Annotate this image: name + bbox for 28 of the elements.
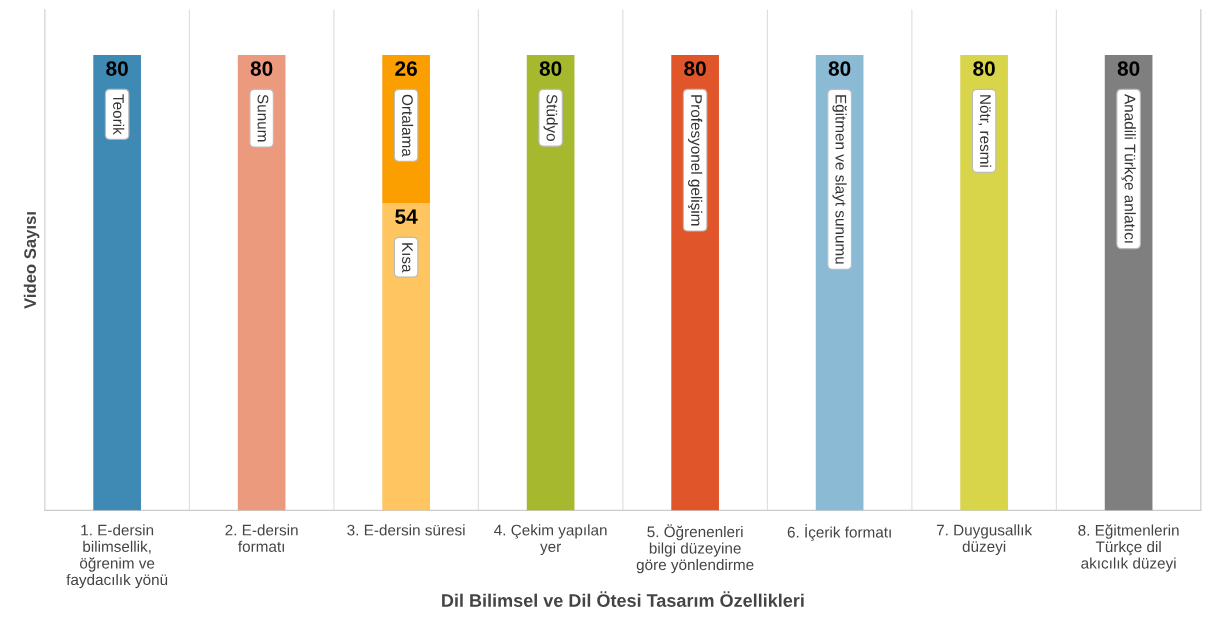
x-tick-label: 1. E-dersin bilimsellik, öğrenim ve faydacılık yönü — [66, 524, 168, 589]
x-tick-label: 5. Öğrenenleri bilgi düzeyine göre yönlendirme — [636, 524, 754, 574]
x-tick-label: 7. Duygusallık düzeyi — [936, 524, 1033, 555]
data-label: 54 — [395, 209, 418, 224]
data-label: 80 — [250, 61, 273, 76]
y-axis-title: Video Sayısı — [23, 212, 40, 309]
series-label: Nötr, resmi — [978, 95, 992, 167]
data-label: 80 — [1117, 61, 1140, 76]
series-label: Teorik — [113, 94, 125, 135]
data-label: 26 — [395, 61, 417, 76]
x-tick-label: 3. E-dersin süresi — [347, 524, 465, 536]
series-label: Kısa — [402, 243, 413, 273]
series-label: Anadili Türkçe anlatıcı — [1121, 94, 1136, 243]
data-label: 80 — [539, 61, 562, 76]
x-axis-title: Dil Bilimsel ve Dil Ötesi Tasarım Özellikleri — [442, 591, 804, 607]
series-label: Eğitmen ve slayt sunumu — [832, 95, 847, 264]
data-label: 80 — [684, 61, 706, 76]
data-label: 80 — [106, 61, 128, 76]
x-tick-label: 4. Çekim yapılan yer — [494, 524, 607, 556]
series-label: Ortalama — [402, 94, 414, 157]
series-label: Sunum — [257, 94, 269, 142]
series-label: Profesyonel gelişim — [687, 95, 703, 226]
data-label: 80 — [828, 61, 851, 76]
x-tick-label: 2. E-dersin formatı — [225, 524, 298, 552]
x-tick-label: 6. İçerik formatı — [787, 524, 891, 541]
series-label: Stüdyo — [543, 94, 558, 141]
x-tick-label: 8. Eğitmenlerin Türkçe dil akıcılık düzeyi — [1078, 524, 1179, 572]
data-label: 80 — [973, 61, 995, 76]
